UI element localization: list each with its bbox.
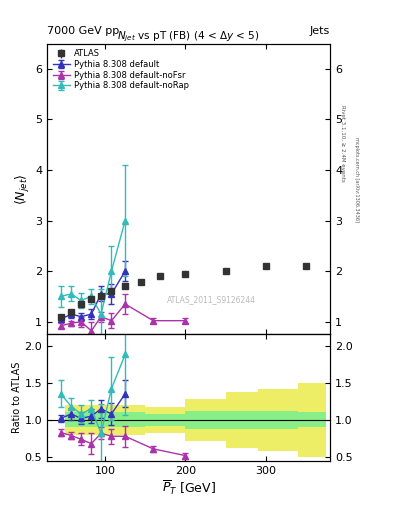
Text: 7000 GeV pp: 7000 GeV pp (47, 26, 119, 36)
Text: Rivet 3.1.10, ≥ 2.4M events: Rivet 3.1.10, ≥ 2.4M events (340, 105, 345, 182)
Text: ATLAS_2011_S9126244: ATLAS_2011_S9126244 (167, 295, 256, 304)
Title: $N_{jet}$ vs pT (FB) (4 < $\Delta y$ < 5): $N_{jet}$ vs pT (FB) (4 < $\Delta y$ < 5… (118, 29, 260, 44)
Text: Jets: Jets (310, 26, 330, 36)
Text: mcplots.cern.ch [arXiv:1306.3436]: mcplots.cern.ch [arXiv:1306.3436] (354, 137, 359, 222)
Legend: ATLAS, Pythia 8.308 default, Pythia 8.308 default-noFsr, Pythia 8.308 default-no: ATLAS, Pythia 8.308 default, Pythia 8.30… (51, 48, 191, 92)
Y-axis label: $\langle N_{jet}\rangle$: $\langle N_{jet}\rangle$ (15, 173, 32, 205)
X-axis label: $\overline{P}_T$ [GeV]: $\overline{P}_T$ [GeV] (162, 478, 216, 497)
Y-axis label: Ratio to ATLAS: Ratio to ATLAS (12, 362, 22, 433)
